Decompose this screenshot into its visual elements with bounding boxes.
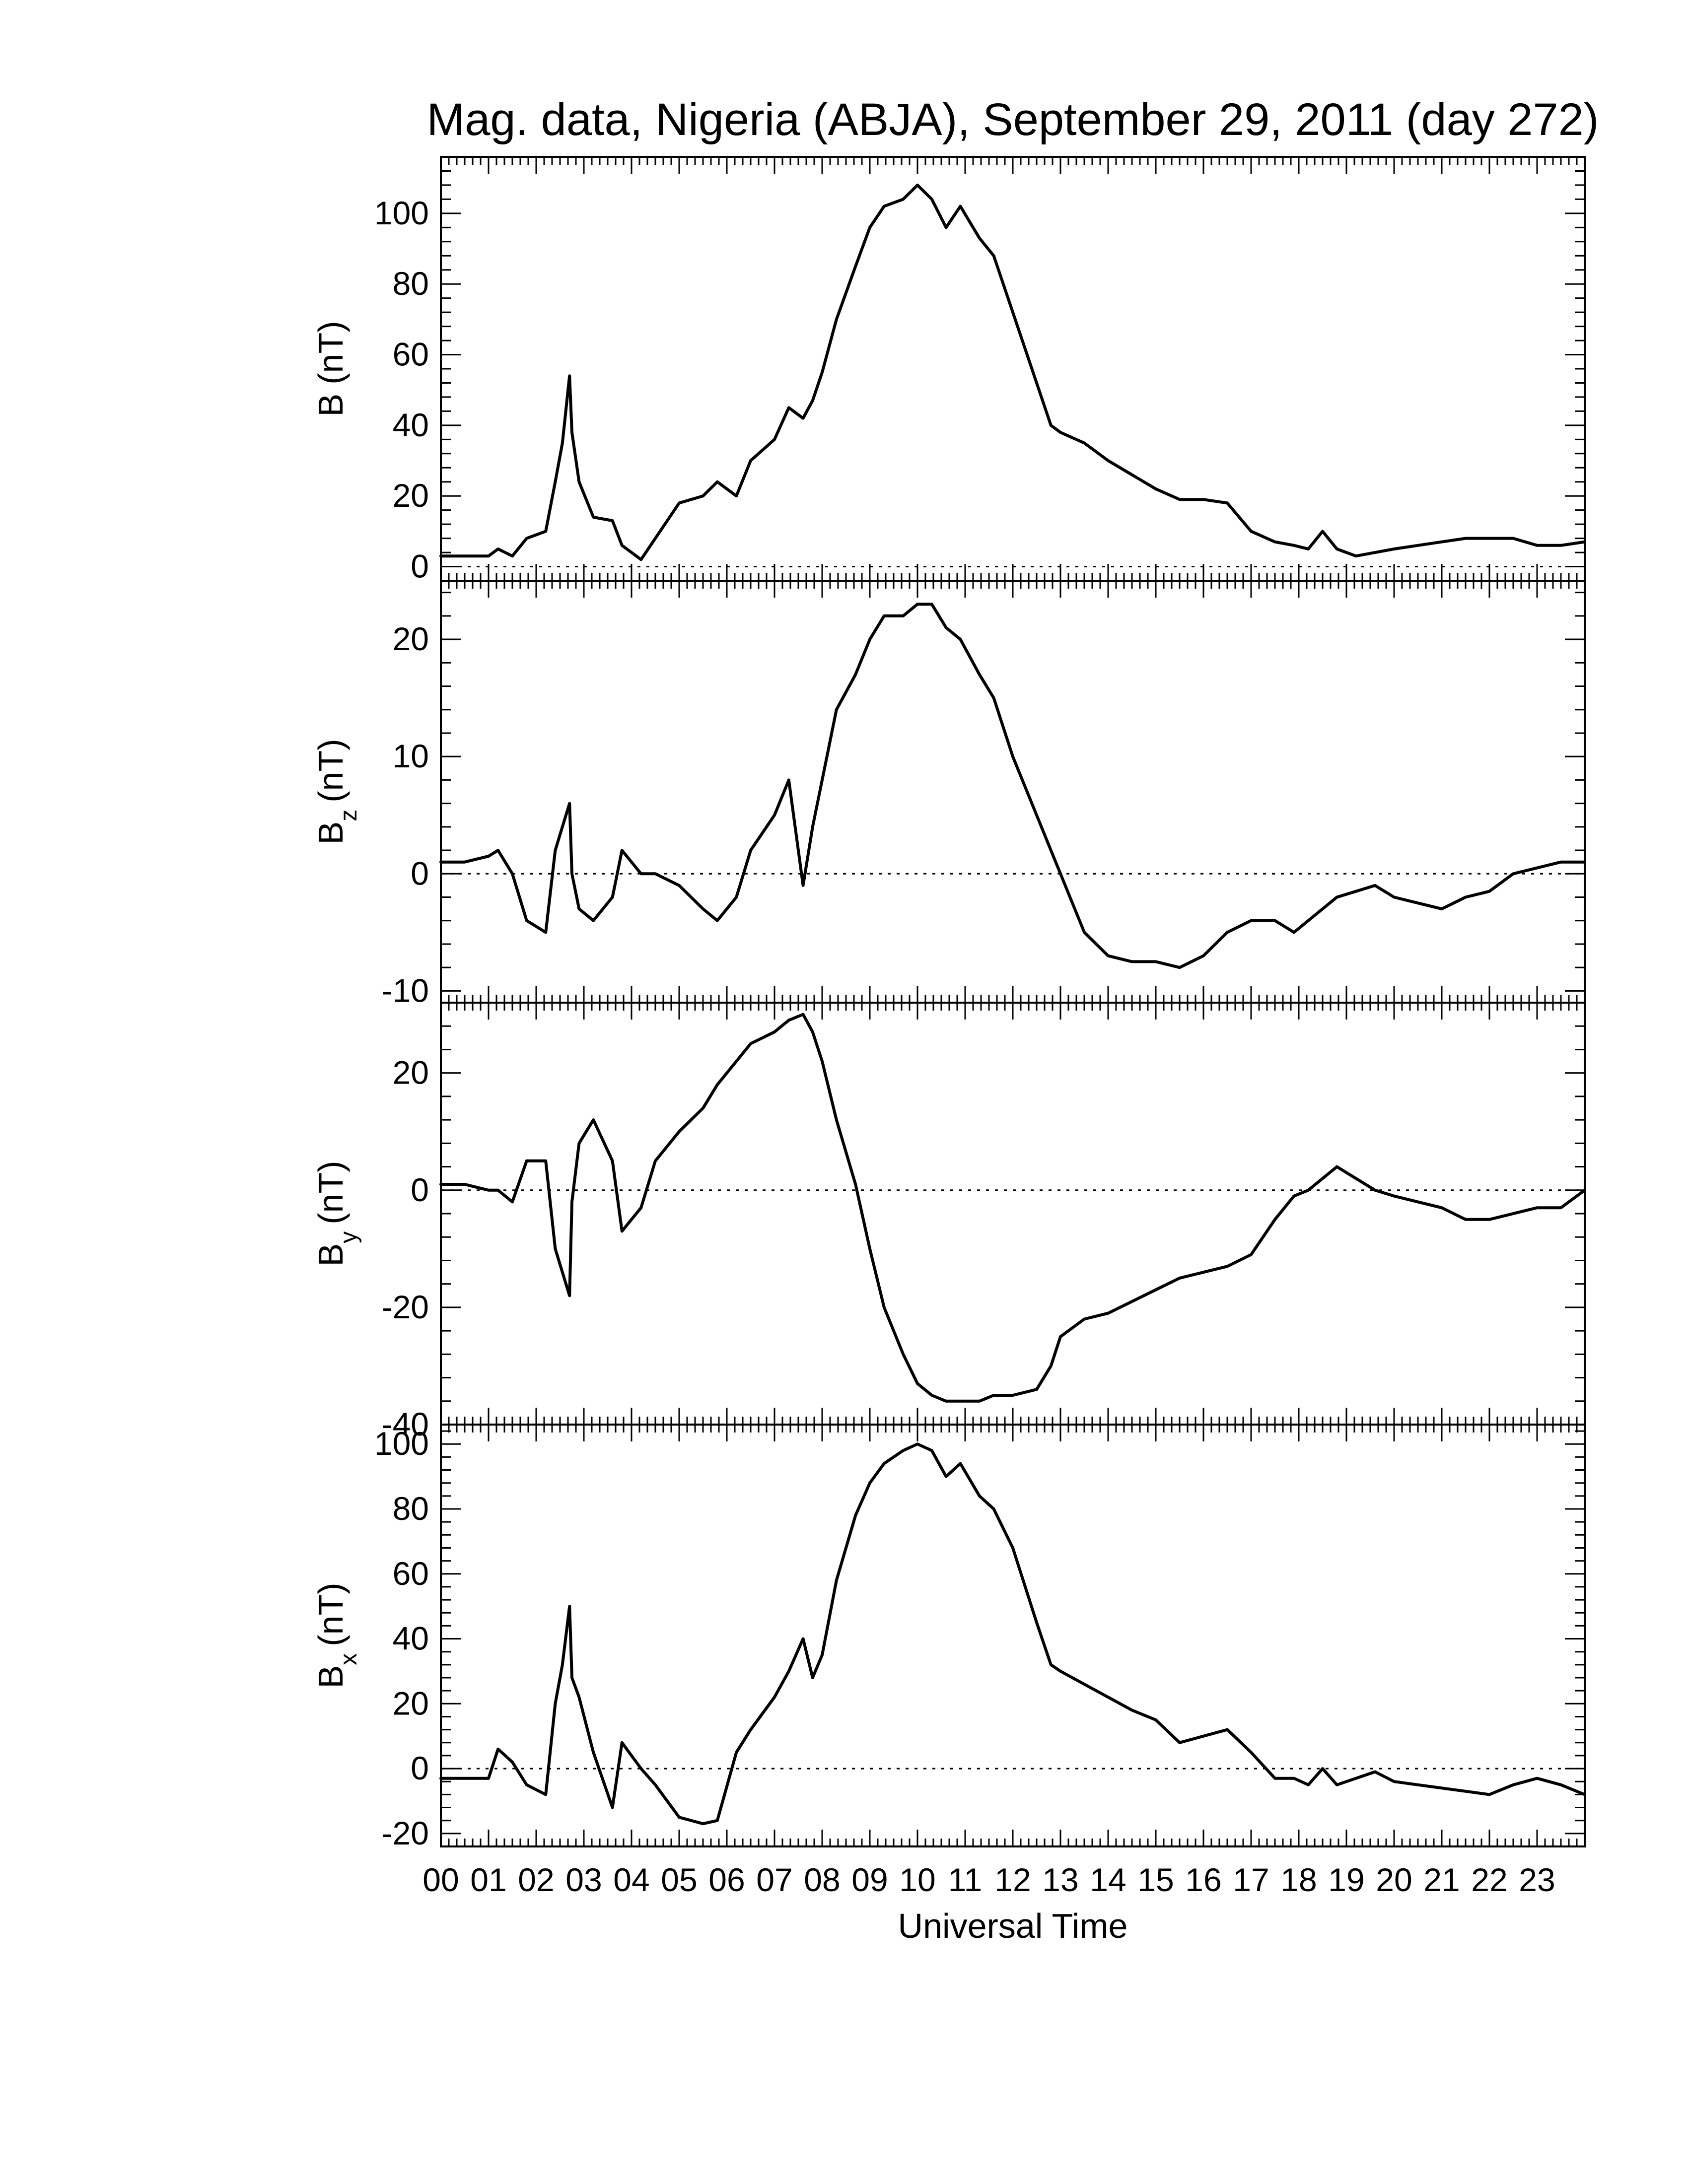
x-tick-label: 18	[1280, 1861, 1317, 1898]
x-tick-label: 08	[804, 1861, 840, 1898]
panel-frame	[440, 156, 1586, 582]
y-ticks: -10 0 10 20	[382, 592, 1585, 1009]
x-tick-label: 15	[1137, 1861, 1174, 1898]
series-line-1	[439, 603, 1586, 969]
x-tick-label: 04	[613, 1861, 649, 1898]
y-axis-title-main: B	[311, 821, 350, 845]
y-tick-label: 60	[393, 1555, 429, 1592]
x-ticks	[440, 157, 1586, 581]
y-tick-label: 20	[393, 1685, 429, 1721]
x-tick-label: 14	[1090, 1861, 1126, 1898]
panel-0: 0 20 40 60 80 100 B (nT)	[311, 156, 1586, 585]
panel-2: -40 -20 0 20 By (nT)	[311, 1002, 1586, 1442]
y-tick-label: -20	[382, 1289, 429, 1325]
y-tick-label: 0	[411, 855, 429, 891]
y-tick-label: 0	[411, 1750, 429, 1786]
x-tick-label: 01	[470, 1861, 506, 1898]
y-tick-label: 0	[411, 548, 429, 585]
y-tick-label: 20	[393, 1054, 429, 1091]
x-tick-label: 00	[422, 1861, 459, 1898]
x-ticks	[440, 1425, 1586, 1846]
y-axis-title-sub: z	[336, 810, 362, 821]
x-tick-label: 16	[1185, 1861, 1221, 1898]
y-tick-label: 80	[393, 265, 429, 302]
x-tick-label: 13	[1042, 1861, 1078, 1898]
y-tick-label: -20	[382, 1815, 429, 1851]
y-axis-title-main: B	[311, 1665, 350, 1689]
y-axis-title-unit: (nT)	[311, 321, 350, 384]
x-tick-label: 02	[518, 1861, 554, 1898]
y-tick-label: 80	[393, 1490, 429, 1527]
y-axis-title-sub: y	[336, 1231, 362, 1243]
y-tick-label: 10	[393, 738, 429, 774]
x-tick-label: 05	[661, 1861, 697, 1898]
panel-3: -20 0 20 40 60 80 100 Bx (nT)	[311, 1424, 1586, 1851]
x-tick-label: 03	[565, 1861, 602, 1898]
x-tick-label: 09	[851, 1861, 888, 1898]
series-line-2	[439, 1013, 1586, 1403]
y-ticks: 0 20 40 60 80 100	[374, 156, 1585, 585]
y-axis-title-main: B	[311, 394, 350, 417]
y-tick-label: 20	[393, 477, 429, 514]
panel-frame	[440, 1424, 1586, 1847]
x-tick-label: 10	[899, 1861, 935, 1898]
x-tick-label: 19	[1328, 1861, 1364, 1898]
panel-frame	[440, 1002, 1586, 1426]
x-tick-label: 07	[756, 1861, 792, 1898]
x-tick-label: 06	[708, 1861, 745, 1898]
y-tick-label: 100	[374, 1425, 429, 1462]
x-tick-label: 22	[1471, 1861, 1507, 1898]
y-axis-title-sub: x	[336, 1653, 362, 1665]
y-tick-label: 0	[411, 1171, 429, 1208]
x-ticks	[440, 1003, 1586, 1425]
x-tick-label: 20	[1376, 1861, 1412, 1898]
y-tick-label: 20	[393, 620, 429, 657]
y-tick-label: -40	[382, 1406, 429, 1442]
x-tick-label: 23	[1519, 1861, 1555, 1898]
y-axis-title-unit: (nT)	[311, 739, 350, 802]
y-axis-title-unit: (nT)	[311, 1582, 350, 1646]
y-axis-title-unit: (nT)	[311, 1160, 350, 1224]
x-tick-label: 11	[948, 1861, 983, 1898]
series-line-0	[439, 183, 1586, 561]
y-ticks: -40 -20 0 20	[382, 1002, 1585, 1442]
y-axis-title: B (nT)	[311, 321, 350, 416]
x-tick-label: 12	[994, 1861, 1031, 1898]
y-tick-label: 60	[393, 336, 429, 373]
y-axis-title: By (nT)	[311, 1160, 362, 1266]
chart-title: Mag. data, Nigeria (ABJA), September 29,…	[427, 94, 1599, 145]
x-tick-label: 21	[1423, 1861, 1460, 1898]
x-ticks	[440, 581, 1586, 1003]
series-line-3	[439, 1442, 1586, 1826]
y-ticks: -20 0 20 40 60 80 100	[374, 1425, 1585, 1851]
y-tick-label: 100	[374, 195, 429, 231]
y-tick-label: 40	[393, 407, 429, 443]
panels: 0 20 40 60 80 100 B (nT) -10 0 10 20 Bz (nT) -40 -20 0 20…	[311, 156, 1586, 1851]
y-axis-title: Bz (nT)	[311, 739, 362, 844]
panel-frame	[440, 580, 1586, 1004]
panel-1: -10 0 10 20 Bz (nT)	[311, 580, 1586, 1009]
y-tick-label: 40	[393, 1620, 429, 1657]
x-axis-title: Universal Time	[898, 1907, 1128, 1945]
y-axis-title-main: B	[311, 1243, 350, 1267]
y-tick-label: -10	[382, 972, 429, 1009]
x-axis-tick-labels: 00 01 02 03 04 05 06 07 08 09 10 11 12 13 14 15 16 17 18 19…	[422, 1861, 1555, 1898]
x-tick-label: 17	[1233, 1861, 1269, 1898]
y-axis-title: Bx (nT)	[311, 1582, 362, 1688]
